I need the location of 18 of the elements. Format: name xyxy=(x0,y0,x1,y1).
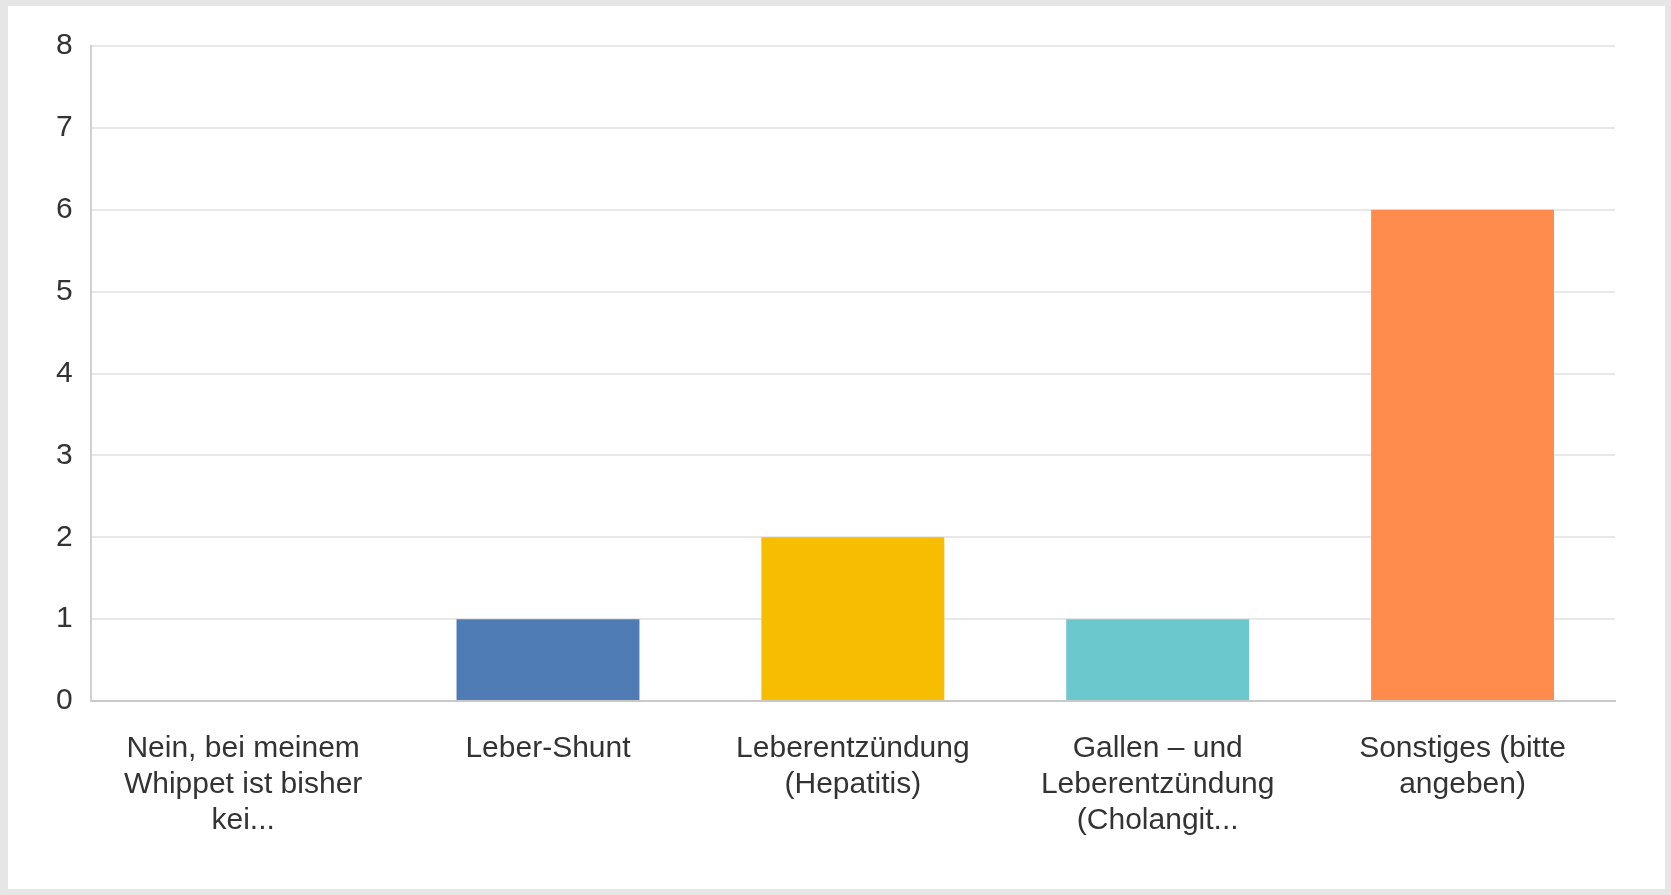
y-tick-label: 0 xyxy=(56,682,73,716)
y-tick-label: 4 xyxy=(56,354,73,388)
y-tick-label: 6 xyxy=(56,191,73,225)
x-tick-label: Sonstiges (bitte angeben) xyxy=(1359,730,1566,800)
bar xyxy=(1371,209,1555,700)
x-tick-label: Nein, bei meinem Whippet ist bisher kei... xyxy=(123,730,363,836)
y-tick-label: 2 xyxy=(56,518,73,552)
x-tick-label: Leberentzündung (Hepatitis) xyxy=(736,730,970,800)
bar xyxy=(456,619,640,700)
y-tick-label: 1 xyxy=(56,600,73,634)
x-tick-label: Leber-Shunt xyxy=(465,730,632,764)
bar xyxy=(1066,619,1250,700)
y-tick-label: 7 xyxy=(56,109,73,143)
bar xyxy=(761,537,945,700)
y-tick-label: 5 xyxy=(56,272,73,306)
x-tick-label: Gallen – und Leberentzündung (Cholangit... xyxy=(1040,730,1275,836)
y-tick-label: 8 xyxy=(56,27,73,61)
y-tick-label: 3 xyxy=(56,436,73,470)
